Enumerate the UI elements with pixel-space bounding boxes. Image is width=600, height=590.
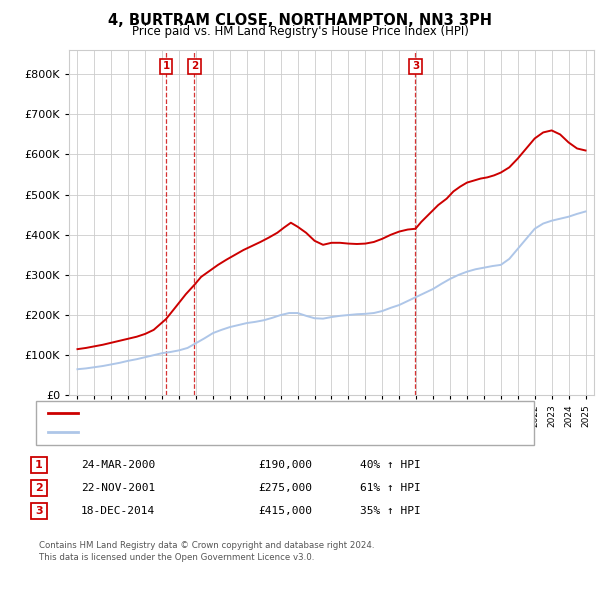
Text: 22-NOV-2001: 22-NOV-2001	[81, 483, 155, 493]
Text: Contains HM Land Registry data © Crown copyright and database right 2024.: Contains HM Land Registry data © Crown c…	[39, 541, 374, 550]
Text: £275,000: £275,000	[258, 483, 312, 493]
Text: 61% ↑ HPI: 61% ↑ HPI	[360, 483, 421, 493]
Text: 4, BURTRAM CLOSE, NORTHAMPTON, NN3 3PH: 4, BURTRAM CLOSE, NORTHAMPTON, NN3 3PH	[108, 13, 492, 28]
Text: Price paid vs. HM Land Registry's House Price Index (HPI): Price paid vs. HM Land Registry's House …	[131, 25, 469, 38]
Text: 1: 1	[163, 61, 170, 71]
Text: 3: 3	[35, 506, 43, 516]
Text: £190,000: £190,000	[258, 460, 312, 470]
Text: 1: 1	[35, 460, 43, 470]
Text: 24-MAR-2000: 24-MAR-2000	[81, 460, 155, 470]
Text: 2: 2	[35, 483, 43, 493]
Text: 18-DEC-2014: 18-DEC-2014	[81, 506, 155, 516]
Text: 35% ↑ HPI: 35% ↑ HPI	[360, 506, 421, 516]
Text: 4, BURTRAM CLOSE, NORTHAMPTON, NN3 3PH (detached house): 4, BURTRAM CLOSE, NORTHAMPTON, NN3 3PH (…	[87, 408, 422, 418]
Text: This data is licensed under the Open Government Licence v3.0.: This data is licensed under the Open Gov…	[39, 553, 314, 562]
Text: 2: 2	[191, 61, 198, 71]
Text: HPI: Average price, detached house, West Northamptonshire: HPI: Average price, detached house, West…	[87, 427, 404, 437]
Text: 3: 3	[412, 61, 419, 71]
Text: 40% ↑ HPI: 40% ↑ HPI	[360, 460, 421, 470]
Text: £415,000: £415,000	[258, 506, 312, 516]
